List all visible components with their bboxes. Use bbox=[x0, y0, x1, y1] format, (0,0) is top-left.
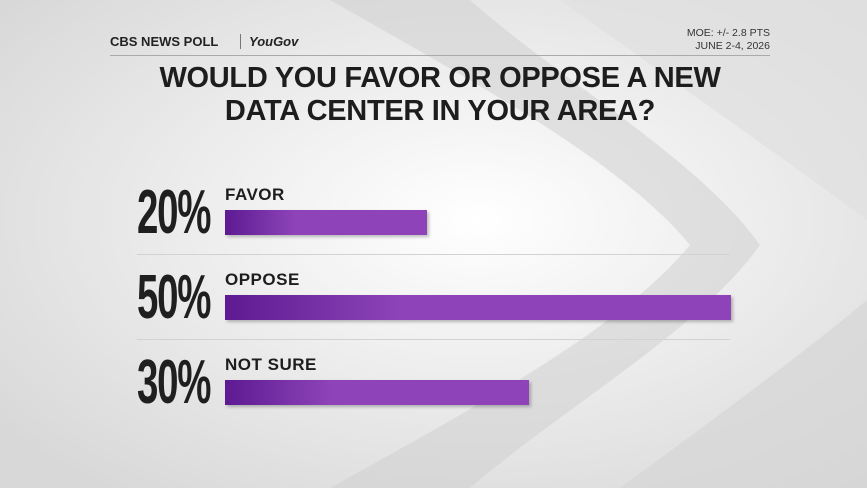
bar bbox=[225, 380, 529, 405]
bar bbox=[225, 210, 428, 235]
category-label: NOT SURE bbox=[225, 355, 317, 374]
row-separator bbox=[137, 254, 730, 255]
value-label: 20% bbox=[137, 178, 211, 247]
bar bbox=[225, 295, 731, 320]
header-rule bbox=[110, 55, 770, 56]
value-label: 50% bbox=[137, 263, 211, 332]
chart-title: WOULD YOU FAVOR OR OPPOSE A NEW DATA CEN… bbox=[159, 62, 721, 127]
dates: JUNE 2-4, 2026 bbox=[695, 40, 770, 52]
value-label: 30% bbox=[137, 348, 211, 417]
partner: YouGov bbox=[240, 34, 298, 49]
row-separator bbox=[137, 339, 730, 340]
category-label: OPPOSE bbox=[225, 270, 300, 289]
brand: CBS NEWS POLL bbox=[110, 34, 219, 49]
category-label: FAVOR bbox=[225, 185, 285, 204]
moe: MOE: +/- 2.8 PTS bbox=[686, 27, 770, 39]
